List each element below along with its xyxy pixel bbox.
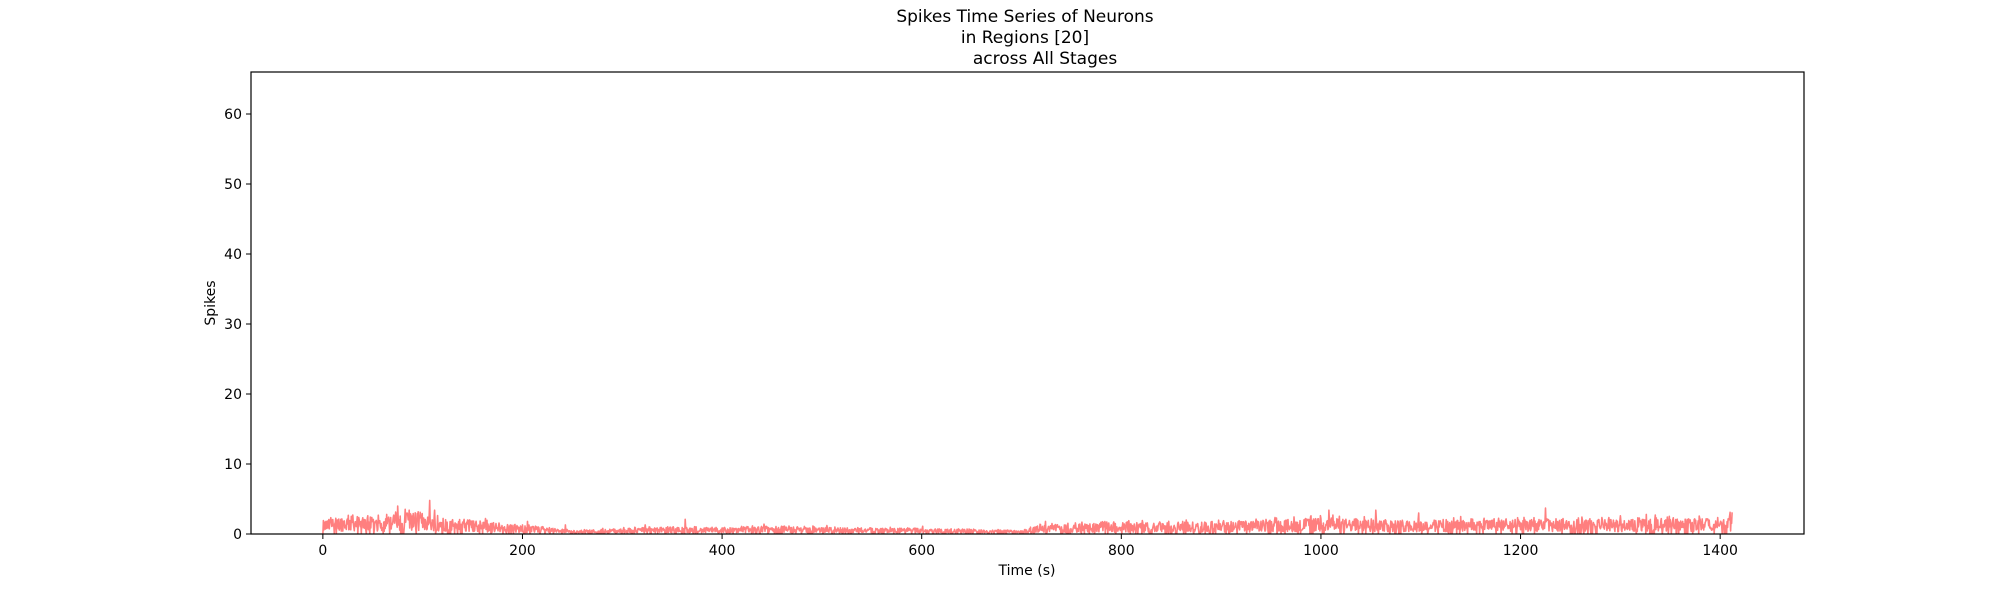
x-tick-label: 0	[318, 543, 327, 559]
x-tick-label: 200	[509, 543, 536, 559]
x-tick-label: 600	[908, 543, 935, 559]
y-tick-label: 10	[224, 457, 242, 473]
y-tick-label: 30	[224, 317, 242, 333]
y-tick-label: 60	[224, 107, 242, 123]
chart-title-line-2: in Regions [20]	[961, 28, 1089, 48]
x-tick-label: 1000	[1303, 543, 1339, 559]
x-tick-label: 1400	[1702, 543, 1738, 559]
axis-ticks: 0 200 400 600 800 1000 1200 1400 0 10 20 30 40 50 60	[224, 107, 1738, 559]
x-axis-label: Time (s)	[998, 563, 1056, 579]
plot-area	[322, 499, 1733, 535]
y-tick-label: 50	[224, 177, 242, 193]
spikes-series-line	[322, 499, 1733, 535]
x-tick-label: 800	[1108, 543, 1135, 559]
y-tick-label: 20	[224, 387, 242, 403]
chart-title-line-3: across All Stages	[973, 49, 1118, 69]
chart-title-line-1: Spikes Time Series of Neurons	[896, 7, 1153, 27]
x-tick-label: 1200	[1503, 543, 1539, 559]
y-tick-label: 0	[233, 527, 242, 543]
x-tick-label: 400	[709, 543, 736, 559]
y-axis-label: Spikes	[203, 280, 219, 325]
axes-frame	[250, 71, 1805, 535]
y-tick-label: 40	[224, 247, 242, 263]
